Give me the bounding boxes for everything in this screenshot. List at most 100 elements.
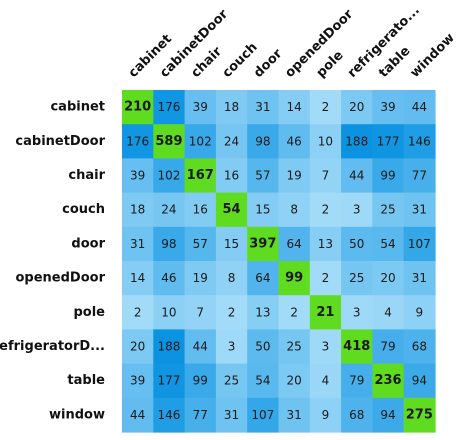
heatmap-cell-value: 39 <box>380 100 395 114</box>
heatmap-cell-value: 44 <box>412 100 427 114</box>
heatmap-cell <box>278 261 311 296</box>
heatmap-cell-value: 50 <box>349 237 364 251</box>
heatmap-cell-value: 4 <box>322 374 330 388</box>
heatmap-cell-value: 77 <box>412 169 427 183</box>
heatmap-cell-value: 2 <box>290 305 298 319</box>
heatmap-cell-value: 44 <box>349 169 364 183</box>
heatmap-cell <box>122 124 154 159</box>
heatmap-cell-value: 54 <box>255 374 270 388</box>
heatmap-cell-value: 7 <box>196 305 204 319</box>
heatmap-cell <box>341 192 373 228</box>
heatmap-cell <box>153 329 186 365</box>
heatmap-cell <box>309 226 342 262</box>
heatmap-cell-value: 20 <box>349 100 364 114</box>
row-label: cabinet <box>50 100 105 115</box>
heatmap-cell <box>278 192 311 228</box>
heatmap-cell-value: 50 <box>255 340 270 354</box>
heatmap-cell <box>153 261 186 296</box>
heatmap-cell <box>341 90 373 125</box>
heatmap-cell <box>247 295 280 330</box>
row-label: refrigeratorD... <box>0 339 105 354</box>
heatmap-cell-value: 25 <box>287 340 302 354</box>
row-label: pole <box>73 305 105 320</box>
heatmap-cell <box>122 158 154 194</box>
heatmap-cell-value: 54 <box>380 237 395 251</box>
heatmap-cell <box>122 192 154 228</box>
heatmap-cell <box>153 158 186 194</box>
heatmap-cell-value: 177 <box>377 134 400 148</box>
heatmap-cell-value: 102 <box>157 169 180 183</box>
heatmap-cell <box>278 124 311 159</box>
heatmap-cell <box>184 158 217 194</box>
heatmap-cell <box>372 295 405 330</box>
heatmap-cell <box>341 295 373 330</box>
heatmap-cell <box>184 192 217 228</box>
heatmap-cell <box>122 295 154 330</box>
heatmap-cell-value: 16 <box>224 169 239 183</box>
heatmap-cell-value: 3 <box>353 305 361 319</box>
heatmap-cell <box>215 295 248 330</box>
heatmap-cell-value: 14 <box>287 100 302 114</box>
heatmap-cell-value: 68 <box>349 408 364 422</box>
heatmap-cell <box>215 261 248 296</box>
heatmap-cell-value: 31 <box>130 237 145 251</box>
heatmap-cell <box>372 90 405 125</box>
heatmap-cell-value: 46 <box>287 134 302 148</box>
heatmap-cell <box>122 90 154 125</box>
heatmap-cell-value: 188 <box>157 340 180 354</box>
heatmap-cell <box>122 397 154 433</box>
heatmap-cell-value: 176 <box>126 134 149 148</box>
heatmap-cell <box>184 226 217 262</box>
heatmap-cell-value: 98 <box>255 134 270 148</box>
row-label: table <box>67 373 105 388</box>
heatmap-cell-value: 2 <box>228 305 236 319</box>
heatmap-cell-value: 10 <box>318 134 333 148</box>
heatmap-cell-value: 20 <box>130 340 145 354</box>
row-label: window <box>49 407 105 422</box>
heatmap-cell-value: 2 <box>322 203 330 217</box>
heatmap-cell <box>341 329 373 365</box>
heatmap-cell-value: 19 <box>287 169 302 183</box>
heatmap-cell <box>153 192 186 228</box>
heatmap-cell <box>403 124 436 159</box>
row-label: door <box>71 236 105 251</box>
heatmap-cell-value: 79 <box>380 340 395 354</box>
heatmap-cell <box>247 90 280 125</box>
heatmap-cell-value: 46 <box>161 271 176 285</box>
heatmap-cell <box>278 226 311 262</box>
heatmap-cell-value: 57 <box>193 237 208 251</box>
heatmap-cell <box>122 363 154 399</box>
heatmap-cell-value: 54 <box>223 202 241 217</box>
heatmap-cell <box>341 397 373 433</box>
heatmap-cell-value: 7 <box>322 169 330 183</box>
heatmap-cell-value: 236 <box>374 373 401 388</box>
heatmap-cell <box>184 363 217 399</box>
heatmap-cell <box>247 226 280 262</box>
heatmap-cell <box>309 363 342 399</box>
heatmap-cell <box>309 261 342 296</box>
heatmap-cell-value: 21 <box>316 305 334 320</box>
heatmap-cell-value: 31 <box>255 100 270 114</box>
heatmap-cell-value: 397 <box>249 236 276 251</box>
heatmap-cell-value: 3 <box>228 340 236 354</box>
heatmap-cell <box>184 295 217 330</box>
heatmap-cell <box>372 397 405 433</box>
heatmap-cell <box>341 124 373 159</box>
row-label: cabinetDoor <box>15 134 105 149</box>
heatmap-cell <box>278 158 311 194</box>
heatmap-cell-value: 20 <box>380 271 395 285</box>
heatmap-cell <box>403 192 436 228</box>
heatmap-cell-value: 3 <box>353 203 361 217</box>
heatmap-cell <box>122 226 154 262</box>
heatmap-cell-value: 39 <box>130 169 145 183</box>
heatmap-cell <box>278 329 311 365</box>
heatmap-cell <box>309 124 342 159</box>
heatmap-cell <box>184 90 217 125</box>
heatmap-cell <box>153 90 186 125</box>
heatmap-cell-value: 20 <box>287 374 302 388</box>
heatmap-cell <box>184 329 217 365</box>
heatmap-cell <box>247 329 280 365</box>
heatmap-cell-value: 102 <box>189 134 212 148</box>
heatmap-cell <box>403 261 436 296</box>
